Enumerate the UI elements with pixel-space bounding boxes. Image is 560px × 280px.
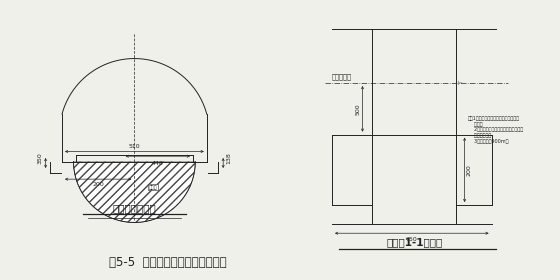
Text: 会车洞横断面图: 会车洞横断面图 bbox=[113, 204, 156, 213]
Text: 500: 500 bbox=[355, 103, 360, 115]
Text: 350: 350 bbox=[38, 152, 43, 164]
Polygon shape bbox=[73, 162, 195, 223]
Text: 图5-5  引水隧洞会车洞布置示意图: 图5-5 引水隧洞会车洞布置示意图 bbox=[109, 256, 227, 269]
Text: 200: 200 bbox=[467, 164, 472, 176]
Text: 注：1、引水隧洞采用标准隧洞截面形式
    截面。
    2、里面高度从底板到拱顶高度为引水
    隧洞净高程。
    3、洞宽为～900m。: 注：1、引水隧洞采用标准隧洞截面形式 截面。 2、里面高度从底板到拱顶高度为引水… bbox=[468, 116, 523, 144]
Text: 200: 200 bbox=[92, 182, 104, 187]
Text: 会车洞1-1断面图: 会车洞1-1断面图 bbox=[386, 238, 442, 248]
Text: ⊢: ⊢ bbox=[458, 81, 463, 86]
Text: 138: 138 bbox=[226, 152, 231, 164]
Text: 510: 510 bbox=[129, 144, 140, 149]
Text: 会车洞: 会车洞 bbox=[149, 185, 157, 190]
Text: 行车道中线: 行车道中线 bbox=[332, 73, 352, 80]
Text: 440: 440 bbox=[152, 161, 164, 166]
Text: 750: 750 bbox=[406, 237, 418, 242]
